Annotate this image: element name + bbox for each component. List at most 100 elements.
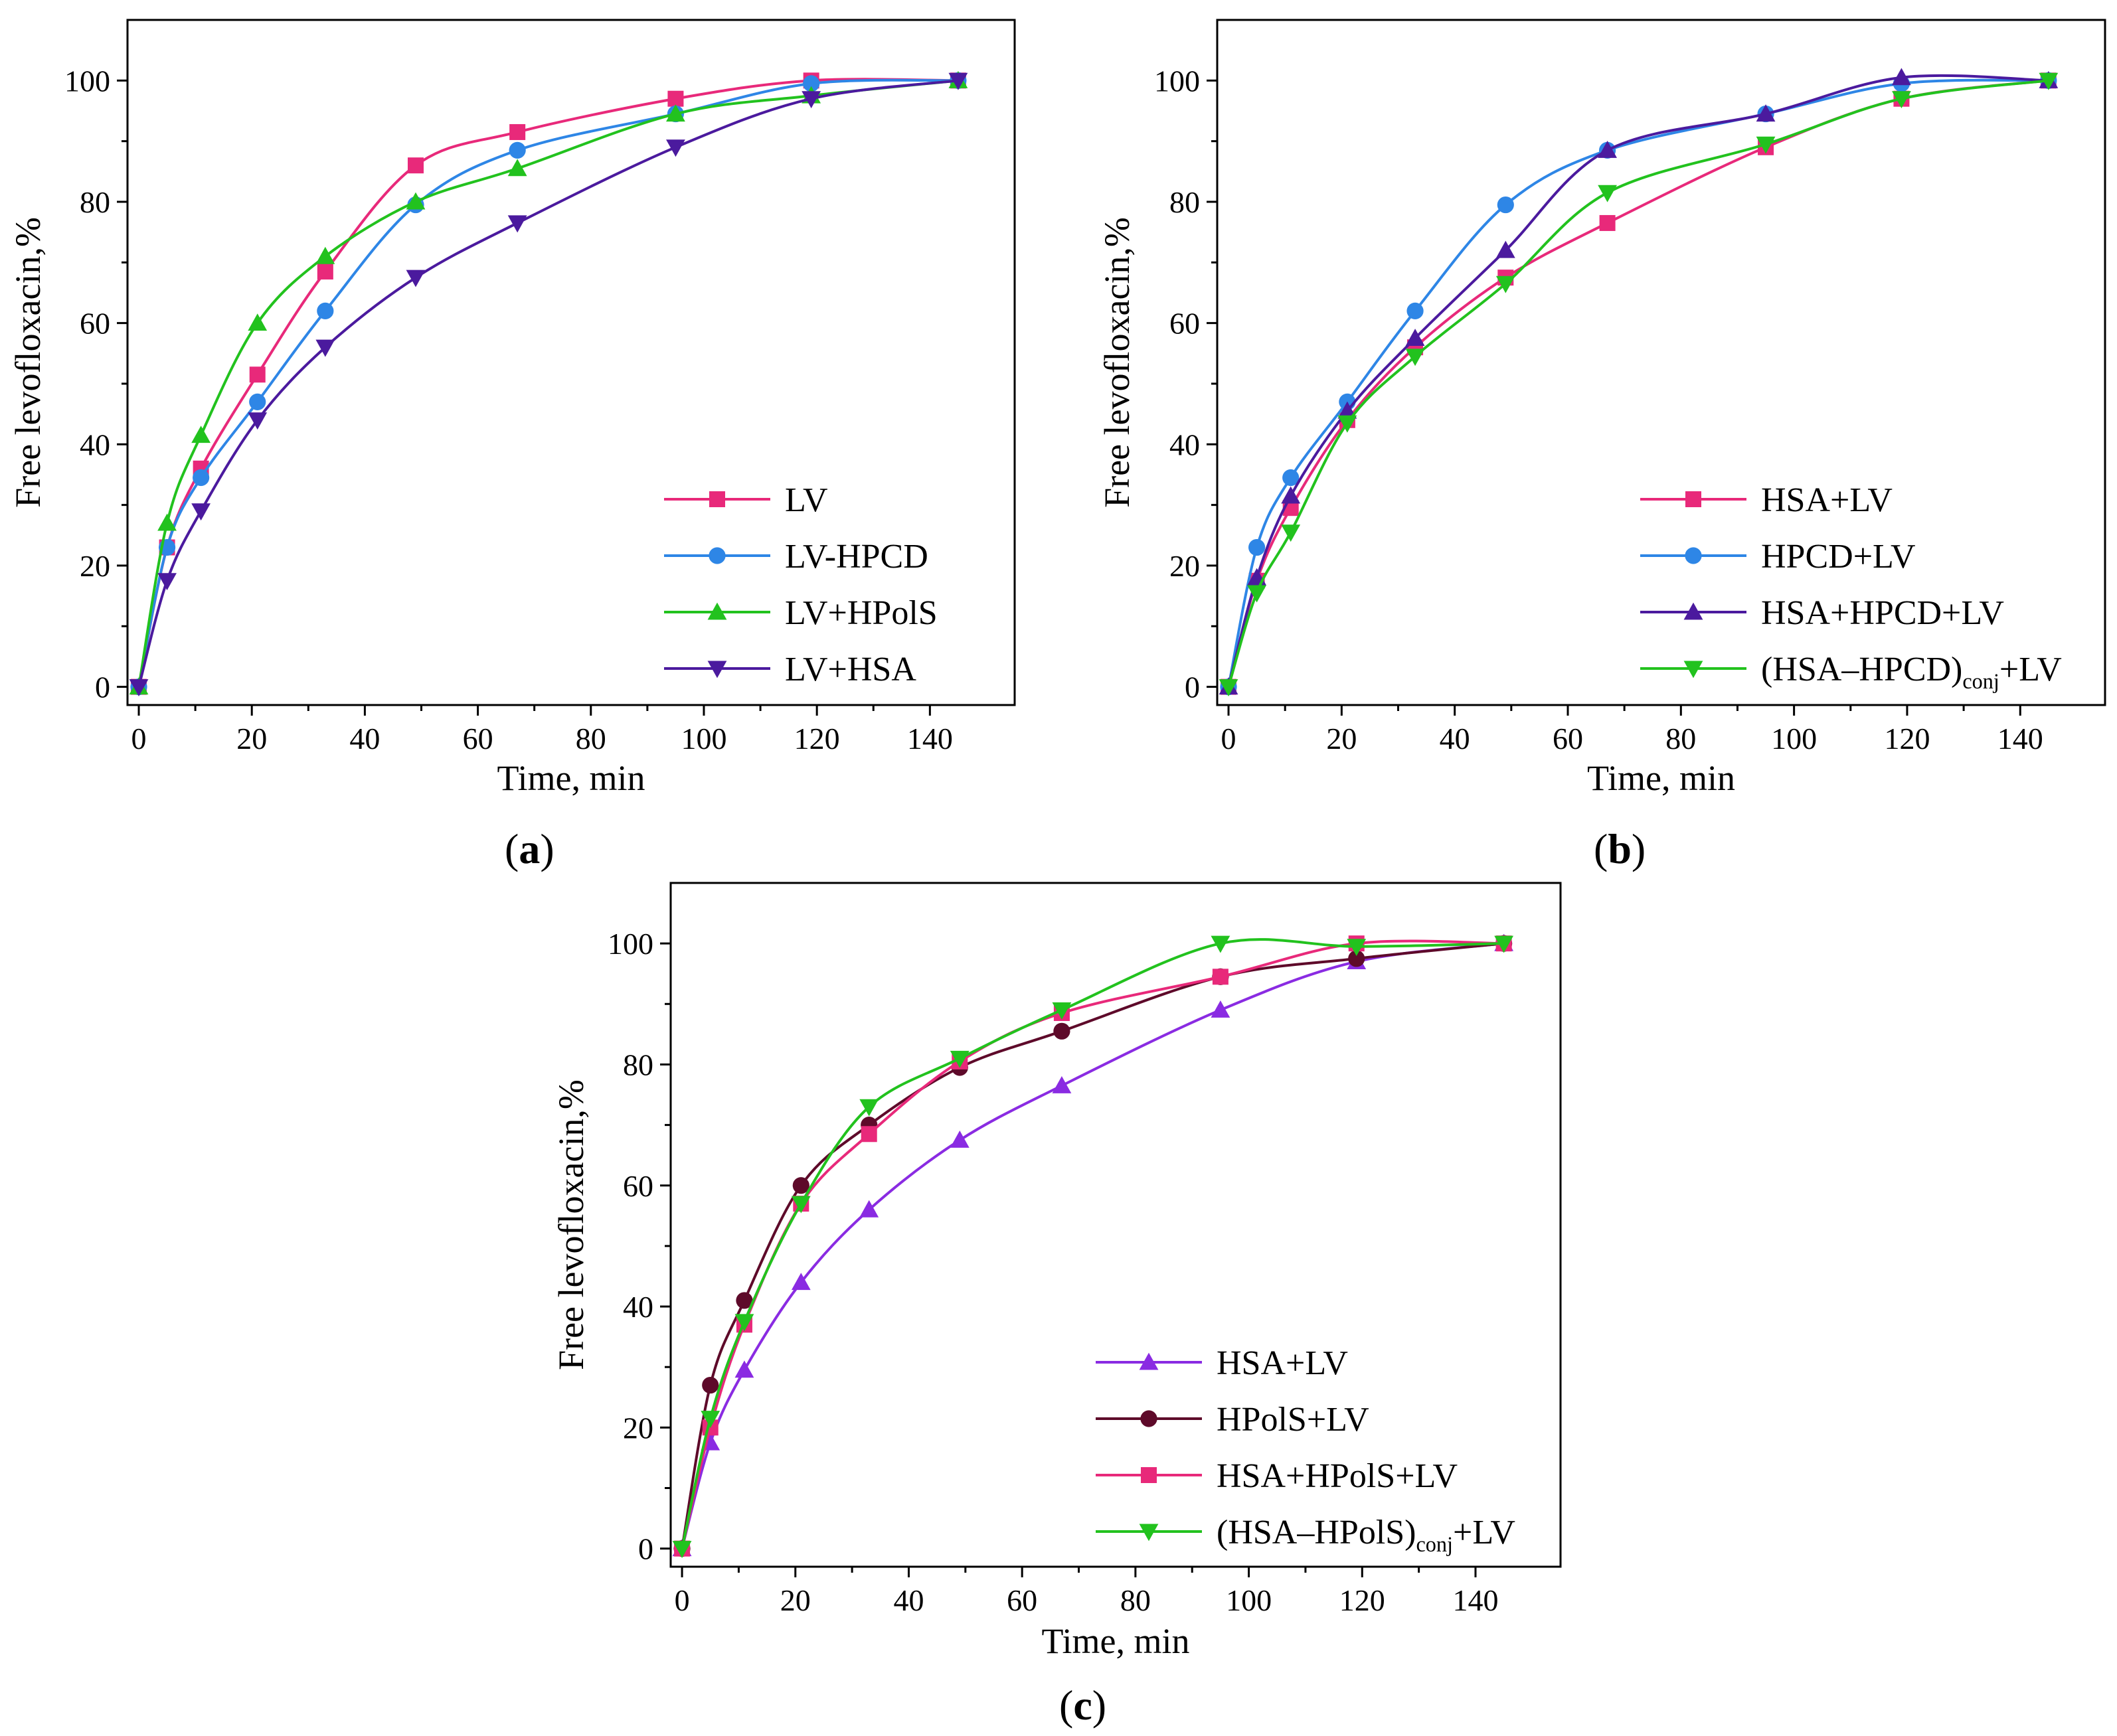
x-tick-label: 60 — [1553, 722, 1583, 755]
data-point — [249, 393, 266, 410]
legend-marker — [1685, 547, 1702, 564]
data-point — [317, 264, 333, 280]
data-point — [1219, 679, 1238, 697]
legend-label: HSA+LV — [1761, 481, 1893, 519]
data-point — [1756, 136, 1776, 154]
legend-label: HSA+LV — [1217, 1344, 1348, 1382]
data-point — [1212, 969, 1228, 985]
y-tick-label: 100 — [64, 64, 110, 98]
x-tick-label: 20 — [780, 1583, 811, 1617]
y-tick-label: 40 — [623, 1290, 653, 1324]
y-axis-label: Free levofloxacin,% — [8, 217, 48, 508]
legend-label: (HSA–HPCD)conj+LV — [1761, 651, 2062, 693]
x-tick-label: 60 — [463, 722, 493, 755]
data-point — [948, 72, 968, 90]
data-point — [509, 141, 526, 159]
data-point — [507, 215, 527, 233]
legend-label: HPCD+LV — [1761, 538, 1916, 576]
x-tick-label: 140 — [1997, 722, 2043, 755]
legend-marker — [707, 661, 727, 678]
y-tick-label: 40 — [80, 428, 110, 461]
data-point — [1211, 935, 1230, 953]
y-axis-label: Free levofloxacin,% — [1097, 217, 1137, 508]
data-point — [249, 366, 266, 383]
legend-suffix: +LV — [1453, 1514, 1515, 1551]
x-tick-label: 0 — [1221, 722, 1236, 755]
data-point — [861, 1126, 877, 1143]
data-point — [191, 426, 211, 443]
x-tick-label: 120 — [1339, 1583, 1385, 1617]
x-axis-label: Time, min — [1041, 1621, 1189, 1661]
x-tick-label: 120 — [1884, 722, 1930, 755]
data-point — [157, 513, 177, 531]
x-tick-label: 80 — [1120, 1583, 1151, 1617]
data-point — [667, 90, 684, 107]
data-point — [666, 139, 685, 157]
data-point — [1281, 486, 1301, 504]
y-axis-label: Free levofloxacin,% — [551, 1079, 591, 1370]
y-tick-label: 20 — [1169, 549, 1200, 583]
series-line — [137, 79, 959, 687]
data-point — [736, 1292, 753, 1309]
data-point — [802, 91, 821, 109]
series-line — [137, 78, 958, 687]
data-point — [1247, 585, 1267, 603]
plot-frame — [1216, 19, 2106, 706]
series-line — [1227, 79, 2049, 688]
data-point — [859, 1099, 879, 1117]
legend-subscript: conj — [1416, 1532, 1454, 1556]
x-tick-label: 0 — [131, 722, 147, 755]
y-tick-label: 80 — [1169, 185, 1200, 219]
x-tick-label: 0 — [675, 1583, 690, 1617]
legend-marker — [1140, 1410, 1157, 1427]
data-point — [1052, 1002, 1072, 1020]
y-tick-label: 100 — [608, 927, 653, 961]
x-tick-label: 120 — [794, 722, 840, 755]
data-point — [1405, 349, 1425, 366]
data-point — [406, 192, 426, 210]
legend-label: LV+HSA — [785, 651, 916, 688]
y-tick-label: 40 — [1169, 428, 1200, 461]
data-point — [1494, 935, 1514, 953]
series-line — [1227, 74, 2049, 688]
data-point — [791, 1196, 811, 1214]
legend-label: HPolS+LV — [1217, 1401, 1369, 1439]
data-point — [791, 1273, 811, 1291]
data-point — [1347, 939, 1367, 957]
legend-marker — [709, 491, 725, 507]
panel-b: 0 20 40 60 80 100 120 140 0 20 40 60 80 100 Time, min F… — [1097, 19, 2106, 872]
data-point — [1598, 140, 1617, 158]
y-tick-label: 100 — [1154, 64, 1200, 98]
legend-label: HSA+HPolS+LV — [1217, 1457, 1458, 1495]
data-point — [734, 1360, 754, 1378]
legend-marker — [1139, 1524, 1159, 1541]
x-tick-label: 140 — [907, 722, 953, 755]
data-point — [1598, 185, 1617, 202]
data-point — [129, 679, 149, 697]
legend-label: LV-HPCD — [785, 538, 928, 576]
legend-suffix: +LV — [1999, 651, 2062, 688]
data-point — [1281, 524, 1301, 542]
x-tick-label: 100 — [1771, 722, 1817, 755]
legend-marker — [707, 602, 727, 620]
data-point — [1497, 196, 1514, 214]
panel-label: (a) — [505, 825, 554, 872]
y-tick-label: 0 — [638, 1532, 653, 1566]
legend-subscript: conj — [1962, 669, 1999, 693]
data-point — [701, 1411, 720, 1429]
plot-frame — [126, 19, 1016, 706]
y-tick-label: 60 — [623, 1169, 653, 1203]
legend-label: HSA+HPCD+LV — [1761, 594, 2004, 632]
y-tick-label: 60 — [1169, 307, 1200, 341]
data-point — [803, 75, 820, 92]
data-point — [734, 1314, 754, 1332]
data-point — [1211, 1000, 1230, 1018]
data-point — [702, 1376, 719, 1394]
data-point — [1053, 1022, 1070, 1040]
data-point — [1337, 415, 1357, 433]
data-point — [1248, 538, 1266, 556]
data-point — [950, 1130, 970, 1148]
data-point — [2039, 72, 2059, 90]
panel-a: 0 20 40 60 80 100 120 140 0 20 40 60 80 100 Time, min F… — [8, 19, 1016, 872]
